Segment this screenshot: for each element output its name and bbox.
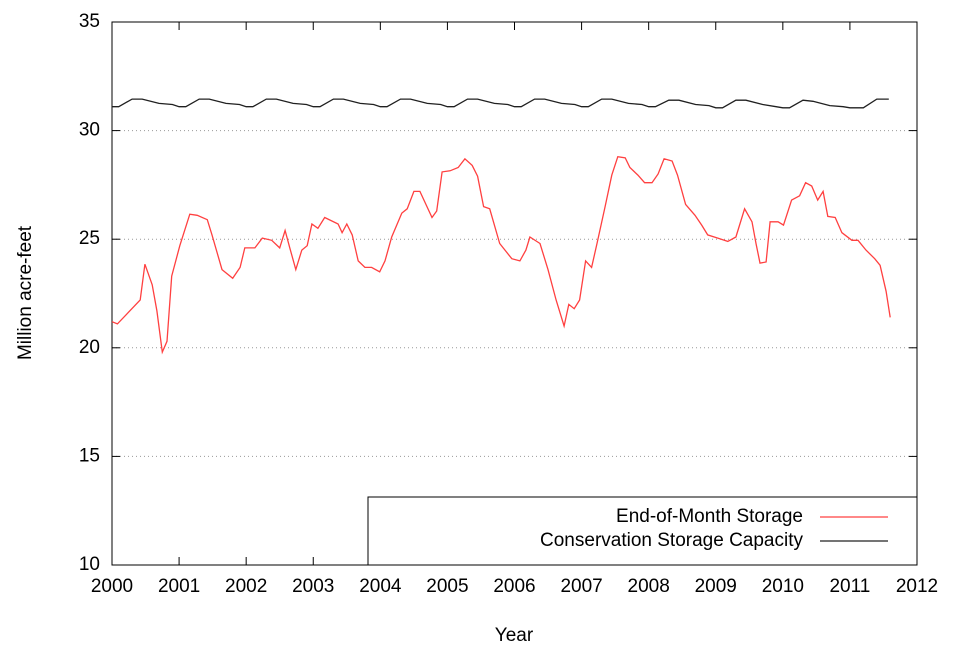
y-axis-label: Million acre-feet <box>15 225 36 360</box>
x-axis-label: Year <box>495 625 534 646</box>
x-tick-label: 2009 <box>695 576 737 597</box>
y-tick-label: 20 <box>79 337 100 358</box>
y-tick-label: 15 <box>79 445 100 466</box>
x-tick-label: 2000 <box>91 576 133 597</box>
data-line <box>111 155 891 355</box>
x-tick-label: 2010 <box>762 576 804 597</box>
x-tick-label: 2012 <box>896 576 938 597</box>
data-line <box>112 98 889 109</box>
legend-box <box>367 496 918 566</box>
x-tick-label: 2007 <box>560 576 602 597</box>
x-tick-label: 2002 <box>225 576 267 597</box>
x-tick-label: 2005 <box>426 576 468 597</box>
y-tick-label: 25 <box>79 228 100 249</box>
legend-label: End-of-Month Storage <box>616 506 803 527</box>
x-tick-label: 2003 <box>292 576 334 597</box>
legend-label: Conservation Storage Capacity <box>540 530 803 551</box>
y-tick-label: 35 <box>79 11 100 32</box>
x-tick-label: 2001 <box>158 576 200 597</box>
y-tick-label: 30 <box>79 120 100 141</box>
x-tick-label: 2011 <box>829 576 870 597</box>
x-tick-label: 2008 <box>628 576 670 597</box>
y-tick-label: 10 <box>79 554 100 575</box>
x-tick-label: 2006 <box>493 576 535 597</box>
x-tick-label: 2004 <box>359 576 402 597</box>
